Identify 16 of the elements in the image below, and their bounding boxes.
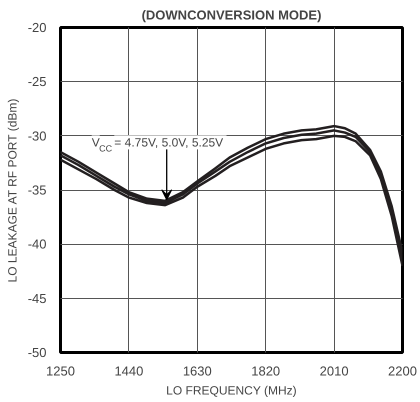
x-tick-label: 1250: [46, 364, 75, 378]
x-tick-label: 2200: [388, 364, 417, 378]
x-tick-label: 1440: [114, 364, 144, 378]
y-tick-label: -30: [28, 128, 47, 144]
y-tick-label: -50: [28, 345, 47, 360]
x-tick-label: 2010: [320, 364, 349, 378]
y-tick-label: -35: [28, 182, 47, 198]
x-tick-label: 1630: [182, 364, 212, 378]
x-axis-title: LO FREQUENCY (MHz): [166, 384, 297, 398]
y-tick-label: -25: [28, 74, 47, 90]
y-axis-title: LO LEAKAGE AT RF PORT (dBm): [6, 98, 20, 282]
chart-title: (DOWNCONVERSION MODE): [142, 8, 322, 22]
y-tick-label: -40: [28, 236, 47, 252]
y-tick-label: -45: [28, 290, 47, 306]
x-tick-label: 1820: [251, 364, 280, 378]
y-tick-label: -20: [28, 20, 47, 35]
